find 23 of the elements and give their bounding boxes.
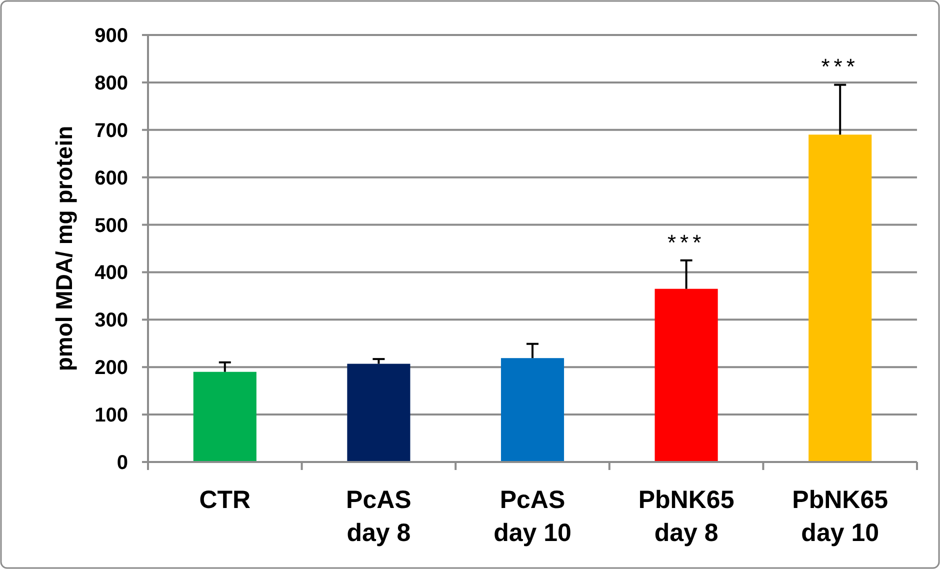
y-tick-label: 200	[94, 357, 128, 380]
bar	[347, 364, 410, 462]
bar	[654, 288, 718, 462]
y-tick-label: 600	[94, 167, 128, 190]
x-tick-label: PbNK65 day 10	[792, 486, 888, 547]
y-tick-label: 900	[94, 25, 128, 47]
y-tick-label: 0	[116, 452, 128, 474]
x-tick-label: PcAS day 10	[494, 486, 572, 547]
y-tick-label: 400	[94, 262, 128, 284]
annotation: ***	[821, 54, 859, 80]
y-tick-label: 100	[94, 404, 128, 427]
y-tick-label: 700	[94, 120, 128, 142]
y-tick-label: 800	[94, 72, 128, 94]
x-tick-label: PbNK65 day 8	[638, 486, 734, 547]
y-axis-title: pmol MDA/ mg protein	[51, 126, 77, 372]
bar	[193, 372, 256, 462]
annotation: ***	[667, 230, 706, 255]
bar	[808, 134, 872, 462]
y-tick-label: 500	[94, 214, 128, 237]
x-tick-label: PcAS day 8	[346, 486, 412, 547]
x-tick-label: CTR	[199, 486, 251, 514]
y-tick-label: 300	[94, 310, 128, 332]
bar	[500, 358, 564, 462]
